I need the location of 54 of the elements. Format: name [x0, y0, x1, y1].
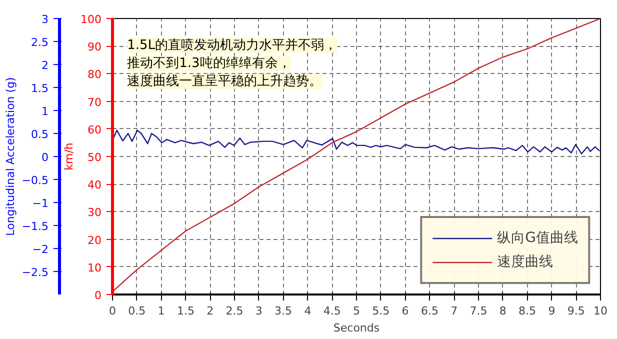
x-tick-label: 2: [206, 304, 214, 318]
x-tick-label: 8: [499, 304, 506, 318]
y-tick-label: 80: [88, 68, 102, 82]
x-tick-label: 3.5: [274, 304, 292, 318]
y-tick-label: 10: [88, 261, 102, 274]
x-tick-label: 9: [548, 304, 556, 318]
x-tick-label: 7.5: [470, 304, 488, 318]
x-tick-label: 2.5: [226, 304, 244, 318]
y2-tick-label: 2: [42, 59, 48, 72]
y2-tick-label: −2: [32, 243, 49, 256]
x-tick-label: 9.5: [567, 304, 585, 318]
y-tick-label: 60: [88, 123, 102, 136]
y2-tick-label: −2.5: [22, 266, 49, 279]
y2-tick-label: 1.5: [31, 82, 49, 95]
y-tick-label: 30: [88, 206, 102, 220]
y2-axis-title: Longitudinal Acceleration (g): [4, 77, 17, 236]
y-tick-label: 100: [80, 13, 102, 26]
x-tick-label: 6.5: [420, 304, 438, 318]
y-tick-label: 90: [88, 40, 102, 54]
y-tick-label: 70: [88, 96, 102, 109]
y-tick-label: 50: [88, 151, 102, 164]
legend-label: 速度曲线: [497, 253, 554, 271]
x-tick-label: 1.5: [176, 304, 194, 318]
annotation: 速度曲线一直呈平稳的上升趋势。: [127, 72, 322, 89]
y-tick-label: 40: [88, 178, 102, 192]
annotation: 1.5L的直喷发动机动力水平并不弱，: [127, 38, 338, 53]
x-tick-label: 1: [158, 304, 165, 318]
y2-tick-label: −1: [32, 197, 49, 210]
x-tick-label: 5.5: [372, 304, 390, 318]
x-tick-label: 5: [353, 304, 360, 318]
x-tick-label: 4.5: [323, 304, 341, 318]
y2-tick-label: −0.5: [22, 174, 49, 187]
y2-tick-label: 2.5: [31, 36, 49, 49]
y2-tick-label: 0: [42, 151, 48, 164]
annotation: 推动不到1.3吨的绰绰有余，: [127, 56, 291, 71]
x-tick-label: 6: [402, 304, 409, 318]
x-tick-label: 0.5: [128, 304, 146, 318]
line-series: [112, 130, 600, 154]
line-series: [112, 18, 600, 292]
x-tick-label: 10: [594, 304, 608, 318]
y2-tick-label: 1: [42, 105, 48, 118]
x-tick-label: 0: [109, 304, 116, 318]
y2-tick-label: 0.5: [31, 128, 49, 141]
x-axis-title: Seconds: [333, 322, 380, 334]
legend-label: 纵向G值曲线: [497, 229, 578, 247]
x-tick-label: 7: [450, 304, 458, 318]
y2-tick-label: −1.5: [22, 220, 49, 233]
y2-tick-label: 3: [42, 13, 48, 26]
y-tick-label: 20: [88, 234, 102, 247]
x-tick-label: 4: [304, 304, 312, 318]
x-tick-label: 3: [255, 304, 262, 318]
y-axis-title: km/h: [62, 142, 76, 170]
x-tick-label: 8.5: [518, 304, 536, 318]
y-tick-label: 0: [94, 289, 102, 302]
